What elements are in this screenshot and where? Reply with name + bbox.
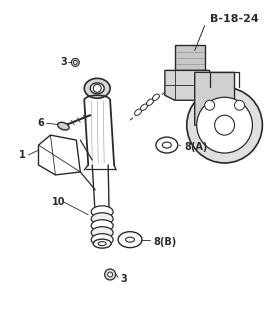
Ellipse shape bbox=[152, 94, 159, 100]
Circle shape bbox=[187, 87, 262, 163]
Text: 3: 3 bbox=[120, 275, 127, 284]
Ellipse shape bbox=[91, 206, 113, 218]
Circle shape bbox=[105, 269, 116, 280]
Ellipse shape bbox=[156, 137, 178, 153]
Ellipse shape bbox=[84, 78, 110, 98]
Text: 8(A): 8(A) bbox=[185, 142, 208, 152]
Ellipse shape bbox=[118, 232, 142, 248]
Circle shape bbox=[235, 100, 245, 110]
Polygon shape bbox=[175, 45, 205, 70]
Ellipse shape bbox=[91, 213, 113, 225]
Circle shape bbox=[93, 84, 101, 92]
Text: B-18-24: B-18-24 bbox=[210, 14, 258, 24]
Ellipse shape bbox=[91, 234, 113, 246]
Ellipse shape bbox=[93, 239, 111, 248]
Ellipse shape bbox=[162, 142, 171, 148]
Polygon shape bbox=[165, 70, 210, 100]
Circle shape bbox=[215, 115, 235, 135]
Polygon shape bbox=[39, 135, 80, 175]
Circle shape bbox=[73, 60, 77, 64]
Ellipse shape bbox=[125, 237, 135, 242]
Ellipse shape bbox=[135, 109, 142, 116]
Ellipse shape bbox=[91, 227, 113, 239]
Circle shape bbox=[205, 100, 215, 110]
Text: 1: 1 bbox=[19, 150, 26, 160]
Ellipse shape bbox=[91, 220, 113, 232]
Circle shape bbox=[197, 97, 252, 153]
Ellipse shape bbox=[58, 122, 69, 130]
Ellipse shape bbox=[90, 83, 104, 94]
Text: 6: 6 bbox=[37, 118, 44, 128]
Circle shape bbox=[108, 272, 113, 277]
Text: 3: 3 bbox=[60, 57, 67, 68]
Polygon shape bbox=[195, 72, 235, 125]
Circle shape bbox=[71, 59, 79, 67]
Ellipse shape bbox=[98, 242, 106, 246]
Text: 8(B): 8(B) bbox=[153, 237, 176, 247]
Ellipse shape bbox=[140, 104, 147, 110]
Ellipse shape bbox=[147, 99, 153, 106]
Text: 10: 10 bbox=[52, 197, 66, 207]
